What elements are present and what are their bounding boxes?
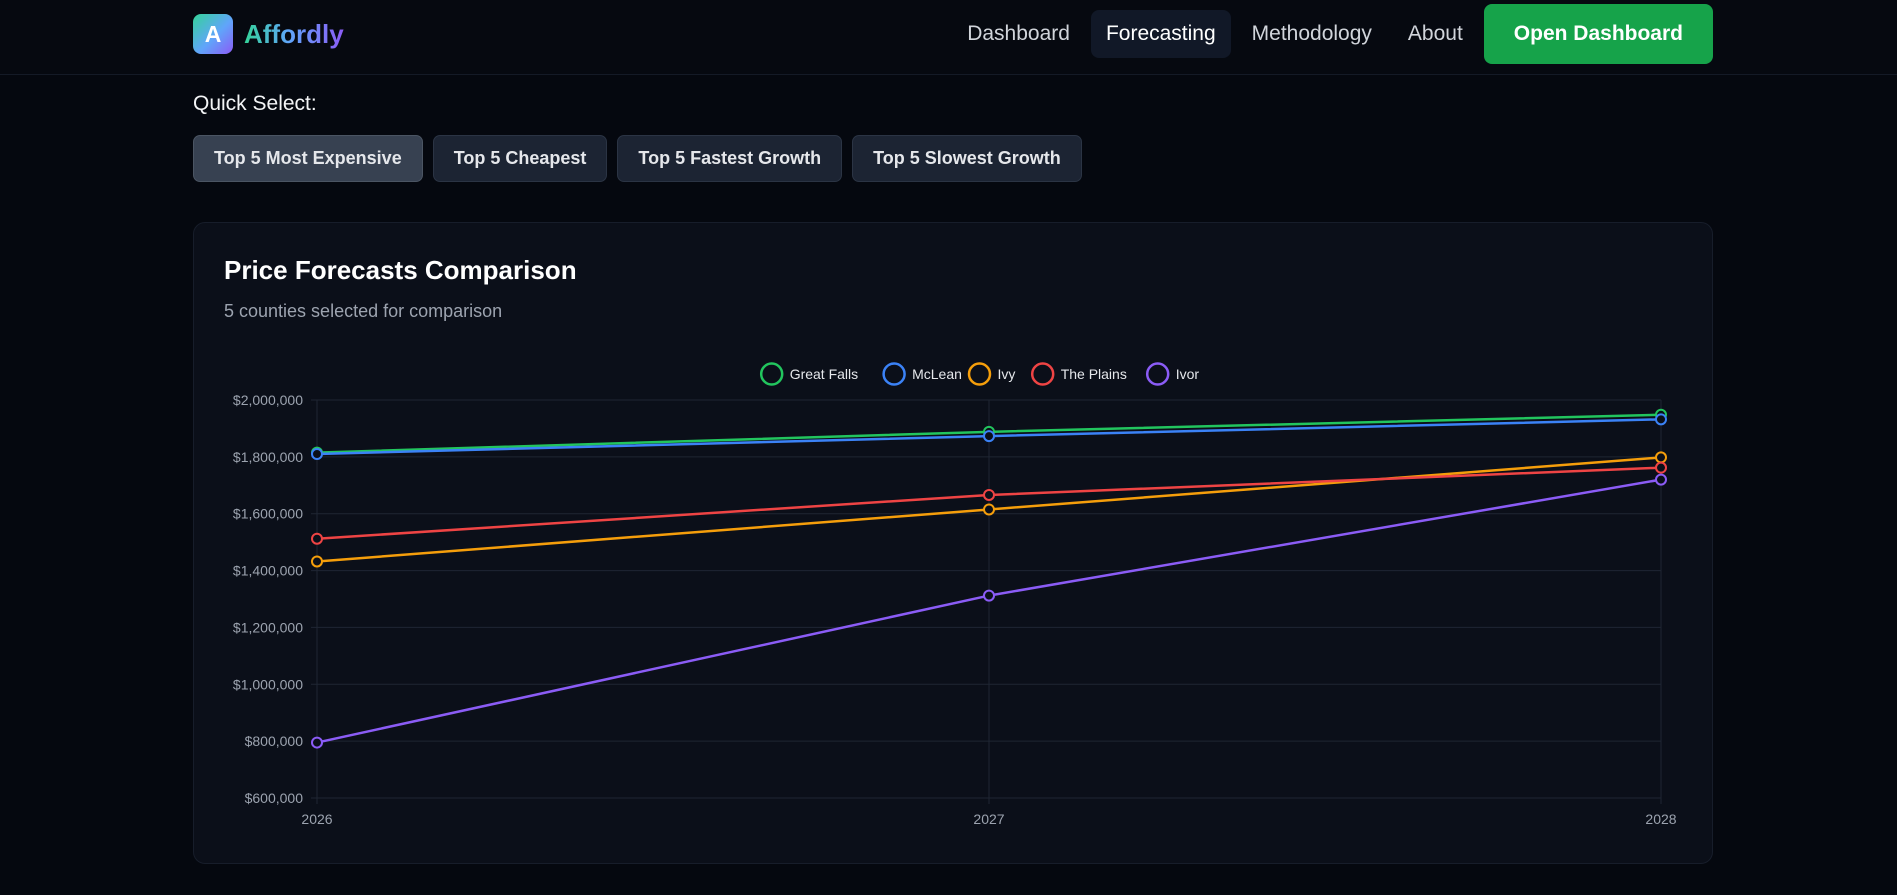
nav-about[interactable]: About [1407,22,1463,45]
x-tick-label: 2027 [973,811,1004,827]
brand-name: Affordly [244,18,344,49]
data-point [311,448,323,461]
chart-card-subtitle: 5 counties selected for comparison [224,301,503,321]
data-point [983,503,995,516]
open-dashboard-button[interactable]: Open Dashboard [1483,4,1713,64]
price-forecast-line-chart[interactable]: $600,000 $800,000 $1,000,000 $1,200,000 $1,4… [194,223,1714,865]
data-point [1655,451,1667,464]
nav-forecasting[interactable]: Forecasting [1090,10,1231,58]
data-point [1655,413,1667,426]
data-point [983,488,995,501]
legend-marker [1030,362,1055,386]
quick-select-most-expensive-button[interactable]: Top 5 Most Expensive [193,135,423,182]
legend-label: Ivor [1176,366,1200,382]
y-tick-label: $1,000,000 [233,676,303,692]
y-tick-label: $800,000 [245,733,304,749]
nav-methodology[interactable]: Methodology [1251,22,1372,45]
quick-select-fastest-growth-button[interactable]: Top 5 Fastest Growth [617,135,843,182]
x-tick-label: 2026 [301,811,332,827]
data-point [983,430,995,443]
top-navbar: A Affordly Dashboard Forecasting Methodo… [0,0,1897,75]
quick-select-cheapest-button[interactable]: Top 5 Cheapest [432,135,608,182]
brand-logo-letter: A [204,20,222,47]
legend-label: The Plains [1061,366,1127,382]
y-tick-label: $1,200,000 [233,619,303,635]
data-point [983,589,995,602]
brand[interactable]: A Affordly [193,14,344,54]
y-tick-label: $1,400,000 [233,563,303,579]
legend-label: McLean [912,366,962,382]
legend-label: Great Falls [790,366,858,382]
data-point [311,736,323,749]
y-tick-label: $1,800,000 [233,449,303,465]
data-point [311,555,323,568]
forecast-chart-card: Price Forecasts Comparison 5 counties se… [193,222,1713,864]
legend-marker [967,362,992,386]
brand-logo-icon: A [193,14,233,54]
legend-label: Ivy [998,366,1016,382]
x-tick-label: 2028 [1645,811,1676,827]
quick-select-slowest-growth-button[interactable]: Top 5 Slowest Growth [852,135,1082,182]
y-tick-label: $600,000 [245,790,304,806]
data-point [311,532,323,545]
data-point [1655,461,1667,474]
quick-select-options: Top 5 Most Expensive Top 5 Cheapest Top … [193,135,1092,182]
chart-card-title: Price Forecasts Comparison [224,255,577,285]
nav-dashboard[interactable]: Dashboard [967,22,1070,45]
y-tick-label: $2,000,000 [233,392,303,408]
legend-marker [882,362,906,386]
quick-select-label: Quick Select: [193,92,317,115]
legend-marker [1145,362,1170,386]
main-nav: Dashboard Forecasting Methodology About … [946,4,1713,64]
data-point [1655,473,1667,486]
y-tick-label: $1,600,000 [233,506,303,522]
legend-marker [759,362,784,386]
